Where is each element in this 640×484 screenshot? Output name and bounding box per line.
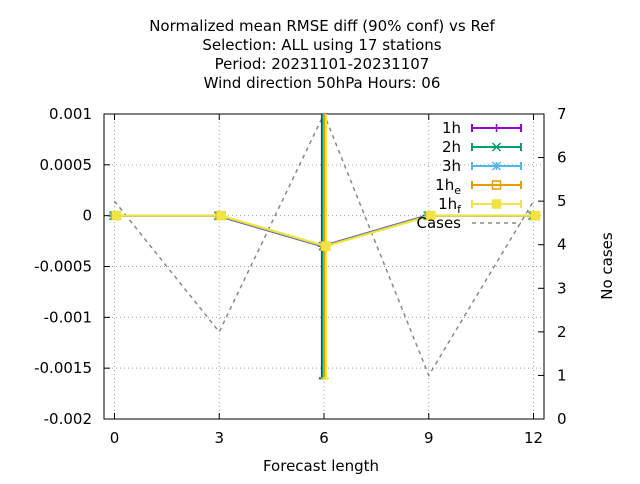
legend-label-text: 2h (442, 138, 461, 156)
chart-title-line: Selection: ALL using 17 stations (202, 36, 441, 54)
y2-tick-label: 3 (557, 279, 567, 297)
chart-title-line: Wind direction 50hPa Hours: 06 (204, 74, 441, 92)
data-point (111, 210, 122, 221)
x-tick-label: 12 (524, 429, 543, 447)
y-tick-label: 0 (82, 207, 92, 225)
data-point (491, 180, 502, 190)
data-point (491, 199, 502, 209)
x-tick-label: 9 (424, 429, 434, 447)
chart-title-line: Normalized mean RMSE diff (90% conf) vs … (149, 17, 495, 35)
data-point (491, 142, 502, 152)
data-point (426, 210, 436, 221)
legend-label-text: 1h (442, 119, 461, 137)
y-tick-label: -0.001 (44, 308, 92, 326)
y-tick-label: -0.0015 (34, 359, 92, 377)
data-point (216, 210, 227, 221)
data-point (321, 241, 331, 251)
legend-label: 1h (442, 119, 461, 137)
y-tick-label: -0.0005 (34, 258, 92, 276)
x-axis-label: Forecast length (263, 457, 379, 475)
legend-label: 1hf (438, 195, 462, 216)
legend-label-text: 1h (438, 195, 457, 213)
data-point (530, 210, 541, 221)
legend-label-text: 1h (435, 176, 454, 194)
x-tick-label: 0 (110, 429, 120, 447)
y2-tick-label: 7 (557, 105, 567, 123)
y2-tick-label: 6 (557, 149, 567, 167)
x-tick-label: 3 (214, 429, 224, 447)
data-point (492, 124, 501, 132)
y2-tick-label: 2 (557, 323, 567, 341)
data-point (491, 161, 502, 171)
y2-tick-label: 0 (557, 410, 567, 428)
legend-label-subscript: f (457, 203, 462, 216)
legend-label: Cases (416, 214, 461, 232)
chart-title-line: Period: 20231101-20231107 (215, 55, 430, 73)
legend-label-text: 3h (442, 157, 461, 175)
x-tick-label: 6 (319, 429, 329, 447)
y2-axis-label: No cases (598, 232, 616, 300)
y2-tick-label: 5 (557, 192, 567, 210)
y-tick-label: -0.002 (44, 410, 92, 428)
y-tick-label: 0.001 (49, 105, 92, 123)
legend-label: 1he (435, 176, 461, 197)
legend-label-subscript: e (454, 184, 461, 197)
y2-tick-label: 1 (557, 366, 567, 384)
legend-label: 3h (442, 157, 461, 175)
y-tick-label: 0.0005 (40, 156, 93, 174)
y2-tick-label: 4 (557, 236, 567, 254)
legend-label: 2h (442, 138, 461, 156)
